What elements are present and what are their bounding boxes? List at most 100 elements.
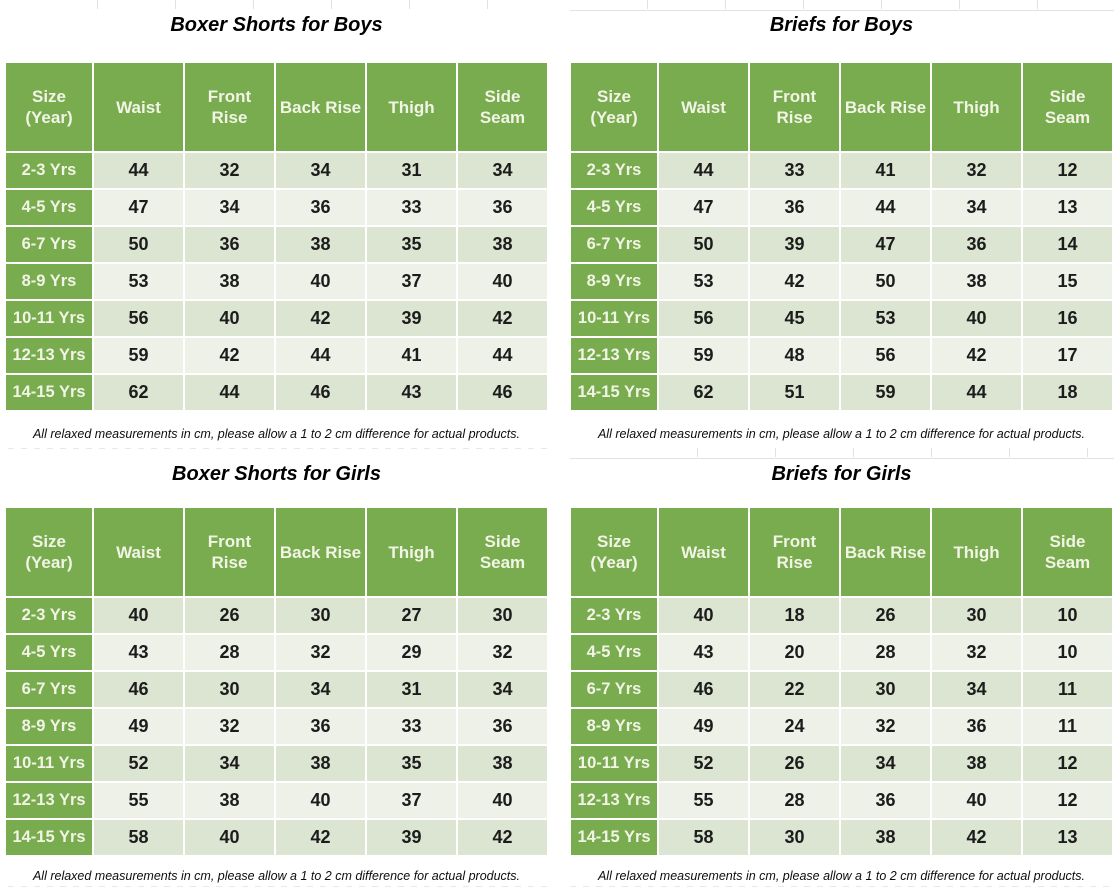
row-label: 12-13 Yrs	[6, 783, 92, 818]
table-row: 12-13 Yrs 55 38 40 37 40	[6, 783, 547, 818]
column-header: Side Seam	[1023, 508, 1112, 596]
size-value: 36	[458, 190, 547, 225]
size-value: 39	[367, 820, 456, 855]
size-value: 30	[841, 672, 930, 707]
size-value: 38	[841, 820, 930, 855]
size-value: 40	[276, 783, 365, 818]
size-value: 44	[276, 338, 365, 373]
size-value: 44	[458, 338, 547, 373]
size-value: 42	[185, 338, 274, 373]
size-value: 18	[750, 598, 839, 633]
header-row: Size (Year) Waist Front Rise Back Rise Thigh…	[571, 63, 1112, 151]
size-value: 36	[276, 709, 365, 744]
row-label: 8-9 Yrs	[6, 264, 92, 299]
row-label: 10-11 Yrs	[571, 301, 657, 336]
size-value: 34	[932, 190, 1021, 225]
size-value: 51	[750, 375, 839, 410]
size-value: 34	[458, 672, 547, 707]
size-value: 50	[841, 264, 930, 299]
size-value: 36	[185, 227, 274, 262]
row-label: 8-9 Yrs	[571, 264, 657, 299]
row-label: 2-3 Yrs	[571, 598, 657, 633]
size-value: 41	[841, 153, 930, 188]
column-header: Side Seam	[458, 508, 547, 596]
size-value: 62	[659, 375, 748, 410]
row-label: 2-3 Yrs	[571, 153, 657, 188]
table-footnote: All relaxed measurements in cm, please a…	[32, 427, 521, 441]
column-header: Back Rise	[841, 508, 930, 596]
size-value: 44	[94, 153, 183, 188]
column-header: Back Rise	[276, 63, 365, 151]
table-row: 10-11 Yrs 56 45 53 40 16	[571, 301, 1112, 336]
size-value: 47	[659, 190, 748, 225]
row-label: 8-9 Yrs	[6, 709, 92, 744]
table-row: 8-9 Yrs 49 24 32 36 11	[571, 709, 1112, 744]
size-value: 36	[276, 190, 365, 225]
size-value: 30	[932, 598, 1021, 633]
size-value: 59	[841, 375, 930, 410]
table-footnote: All relaxed measurements in cm, please a…	[597, 427, 1086, 441]
size-value: 50	[94, 227, 183, 262]
size-value: 46	[458, 375, 547, 410]
size-value: 53	[659, 264, 748, 299]
size-value: 43	[659, 635, 748, 670]
size-value: 27	[367, 598, 456, 633]
size-chart-table: Size (Year) Waist Front Rise Back Rise Thigh…	[4, 506, 549, 857]
size-value: 56	[659, 301, 748, 336]
size-value: 39	[750, 227, 839, 262]
size-value: 36	[932, 709, 1021, 744]
table-row: 12-13 Yrs 59 42 44 41 44	[6, 338, 547, 373]
size-value: 46	[276, 375, 365, 410]
row-label: 2-3 Yrs	[6, 598, 92, 633]
panel-boxer-shorts-girls: Boxer Shorts for Girls Size (Year) Waist Fr…	[4, 445, 549, 883]
size-value: 34	[276, 153, 365, 188]
size-value: 38	[932, 746, 1021, 781]
size-value: 32	[932, 635, 1021, 670]
table-row: 4-5 Yrs 47 36 44 34 13	[571, 190, 1112, 225]
size-value: 37	[367, 264, 456, 299]
panel-boxer-shorts-boys: Boxer Shorts for Boys Size (Year) Waist Fro…	[4, 0, 549, 441]
column-header: Front Rise	[750, 63, 839, 151]
table-row: 6-7 Yrs 46 22 30 34 11	[571, 672, 1112, 707]
panel-briefs-boys: Briefs for Boys Size (Year) Waist Front Ris…	[569, 0, 1114, 441]
row-label: 14-15 Yrs	[6, 820, 92, 855]
column-header: Side Seam	[1023, 63, 1112, 151]
size-value: 26	[185, 598, 274, 633]
size-value: 48	[750, 338, 839, 373]
size-value: 47	[94, 190, 183, 225]
size-value: 56	[94, 301, 183, 336]
size-value: 36	[750, 190, 839, 225]
row-label: 12-13 Yrs	[571, 783, 657, 818]
size-value: 42	[458, 301, 547, 336]
table-row: 8-9 Yrs 53 42 50 38 15	[571, 264, 1112, 299]
size-value: 42	[750, 264, 839, 299]
size-value: 10	[1023, 635, 1112, 670]
column-header: Thigh	[367, 63, 456, 151]
size-value: 39	[367, 301, 456, 336]
size-value: 31	[367, 153, 456, 188]
size-value: 46	[94, 672, 183, 707]
size-value: 38	[185, 264, 274, 299]
size-value: 28	[750, 783, 839, 818]
size-value: 58	[659, 820, 748, 855]
size-value: 34	[841, 746, 930, 781]
size-value: 40	[276, 264, 365, 299]
size-value: 40	[185, 820, 274, 855]
row-label: 8-9 Yrs	[571, 709, 657, 744]
size-value: 32	[276, 635, 365, 670]
size-value: 42	[932, 820, 1021, 855]
size-value: 44	[841, 190, 930, 225]
table-row: 4-5 Yrs 43 20 28 32 10	[571, 635, 1112, 670]
size-value: 42	[276, 301, 365, 336]
table-footnote: All relaxed measurements in cm, please a…	[32, 869, 521, 883]
size-chart-table: Size (Year) Waist Front Rise Back Rise Thigh…	[4, 61, 549, 412]
row-label: 12-13 Yrs	[6, 338, 92, 373]
size-value: 42	[932, 338, 1021, 373]
size-value: 36	[841, 783, 930, 818]
row-label: 14-15 Yrs	[571, 375, 657, 410]
size-value: 46	[659, 672, 748, 707]
row-label: 4-5 Yrs	[6, 635, 92, 670]
size-value: 59	[659, 338, 748, 373]
size-value: 30	[276, 598, 365, 633]
size-value: 36	[458, 709, 547, 744]
